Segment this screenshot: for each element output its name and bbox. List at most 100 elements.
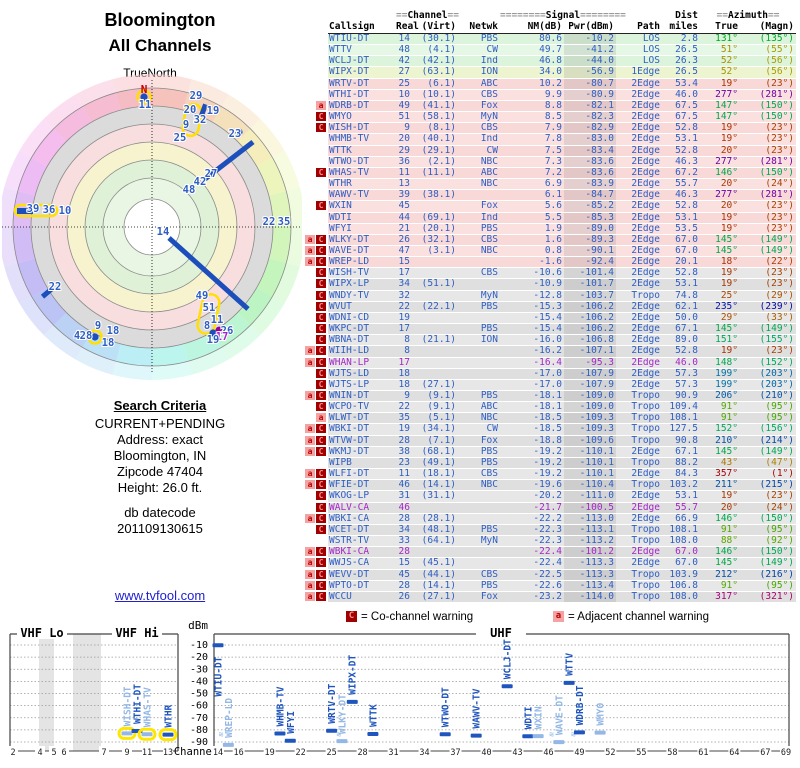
tick-bg [59, 746, 69, 756]
cell-true: 199° [715, 379, 738, 390]
search-criteria-line: Zipcode 47404 [116, 464, 203, 479]
search-criteria-line: Bloomington, IN [113, 448, 207, 463]
cell-real: 26 [398, 591, 410, 602]
cell-callsign: WWJS-CA [329, 558, 370, 569]
band-title: VHF Hi [115, 626, 158, 640]
cell-path: 2Edge [631, 558, 660, 569]
compass-hue-band [53, 106, 92, 142]
cell-magn: (149°) [759, 446, 794, 457]
highlight-ring [158, 728, 178, 742]
cell-pwr: -107.9 [564, 368, 616, 379]
cell-true: 19° [720, 491, 738, 502]
cell-callsign: WKMJ-DT [329, 446, 370, 457]
cell-path: LOS [642, 45, 660, 56]
table-row: WMYO 51 (58.1) MyN 8.5 -82.3 2Edge 67.5 147° (150… [328, 112, 796, 124]
cell-netwk: ABC [480, 78, 498, 89]
station-bar-label: WTHI-DT [133, 684, 144, 724]
row-warning-flags: C [298, 123, 326, 134]
co-channel-warning-icon: C [316, 234, 326, 244]
cell-nm: -12.8 [533, 290, 562, 301]
cell-nm: -16.4 [533, 357, 562, 368]
cell-nm: -15.3 [533, 301, 562, 312]
table-row: WHMB-TV 20 (40.1) Ind 7.8 -83.0 2Edge 53.1 19° (2… [328, 134, 796, 146]
cell-magn: (1°) [771, 469, 794, 480]
cell-real: 26 [398, 234, 410, 245]
tvfool-link[interactable]: www.tvfool.com [114, 588, 206, 603]
signal-table-rows: WTIU-DT 14 (30.1) PBS 80.6 -10.2 LOS 2.8 131° (13… [328, 34, 796, 603]
tick-bg [480, 746, 493, 756]
channel-marker-label: 36 [43, 204, 56, 216]
adjacent-warning-icon: a [305, 480, 315, 490]
table-row: WTIU-DT 14 (30.1) PBS 80.6 -10.2 LOS 2.8 131° (13… [328, 34, 796, 46]
cell-true: 20° [720, 201, 738, 212]
cell-virt: (51.1) [421, 279, 456, 290]
cell-netwk: CBS [480, 569, 498, 580]
cell-nm: -19.6 [533, 480, 562, 491]
cell-miles: 67.0 [675, 234, 698, 245]
cell-path: Tropo [631, 402, 660, 413]
cell-real: 46 [398, 502, 410, 513]
cell-magn: (216°) [759, 569, 794, 580]
cell-real: 34 [398, 524, 410, 535]
adjacent-channel-legend: a = Adjacent channel warning [552, 611, 709, 623]
cell-nm: -15.4 [533, 324, 562, 335]
cell-virt: (31.1) [421, 491, 456, 502]
cell-miles: 53.1 [675, 279, 698, 290]
cell-pwr: -113.1 [564, 524, 616, 536]
cell-pwr: -113.0 [564, 513, 616, 524]
channel-tick-label: 7 [101, 748, 106, 758]
cell-miles: 20.1 [675, 257, 698, 268]
co-channel-warning-icon: C [316, 558, 326, 568]
station-bar [284, 738, 296, 743]
table-row: WFIE-DT 46 (14.1) NBC -19.6 -110.4 Tropo 103.2 2… [328, 480, 796, 492]
cell-magn: (150°) [759, 112, 794, 123]
cell-real: 20 [398, 134, 410, 145]
table-row: WBNA-DT 8 (21.1) ION -16.0 -106.8 2Edge 89.0 151… [328, 335, 796, 347]
cell-miles: 109.4 [669, 402, 698, 413]
cell-magn: (95°) [765, 524, 794, 535]
co-channel-icon: C [346, 611, 357, 622]
cell-miles: 52.8 [675, 268, 698, 279]
channel-marker-label: 32 [194, 114, 207, 126]
cell-miles: 88.2 [675, 457, 698, 468]
cell-callsign: WTTK [329, 145, 352, 156]
row-warning-flags: C [298, 290, 326, 302]
cell-real: 39 [398, 190, 410, 201]
station-bar [563, 680, 575, 685]
tick-bg [8, 746, 18, 756]
table-row: WEVV-DT 45 (44.1) CBS -22.5 -113.3 Tropo 103.9 2… [328, 569, 796, 581]
cell-magn: (155°) [759, 335, 794, 346]
cell-nm: 7.9 [544, 123, 562, 134]
cell-miles: 52.8 [675, 346, 698, 357]
channel-marker-label: 10 [59, 205, 72, 217]
station-bar [532, 734, 544, 739]
row-warning-flags [298, 134, 326, 145]
cell-magn: (150°) [759, 100, 794, 111]
adjacent-warning-icon: a [305, 469, 315, 479]
cell-nm: 1.9 [544, 223, 562, 234]
cell-nm: -10.9 [533, 279, 562, 290]
adjacent-warning-icon: a [305, 580, 315, 590]
table-row: WTTK 29 (29.1) CW 7.5 -83.4 2Edge 52.8 20° (23°) [328, 145, 796, 157]
compass-hue-band [237, 287, 273, 326]
bearing-line [167, 236, 250, 311]
cell-pwr: -113.3 [564, 569, 616, 580]
channel-marker-label: 26 [221, 325, 234, 337]
cell-virt [412, 201, 458, 211]
cell-real: 35 [398, 413, 410, 424]
cell-pwr: -83.6 [564, 167, 616, 179]
cell-miles: 62.1 [675, 301, 698, 312]
compass-hue-band [13, 227, 36, 263]
adjacent-warning-icon: a [316, 413, 326, 423]
cell-true: 199° [715, 368, 738, 379]
cell-netwk [458, 358, 500, 368]
cell-virt: (44.1) [421, 569, 456, 580]
channel-tick-label: 31 [388, 748, 398, 758]
cell-path: 2Edge [631, 502, 660, 513]
